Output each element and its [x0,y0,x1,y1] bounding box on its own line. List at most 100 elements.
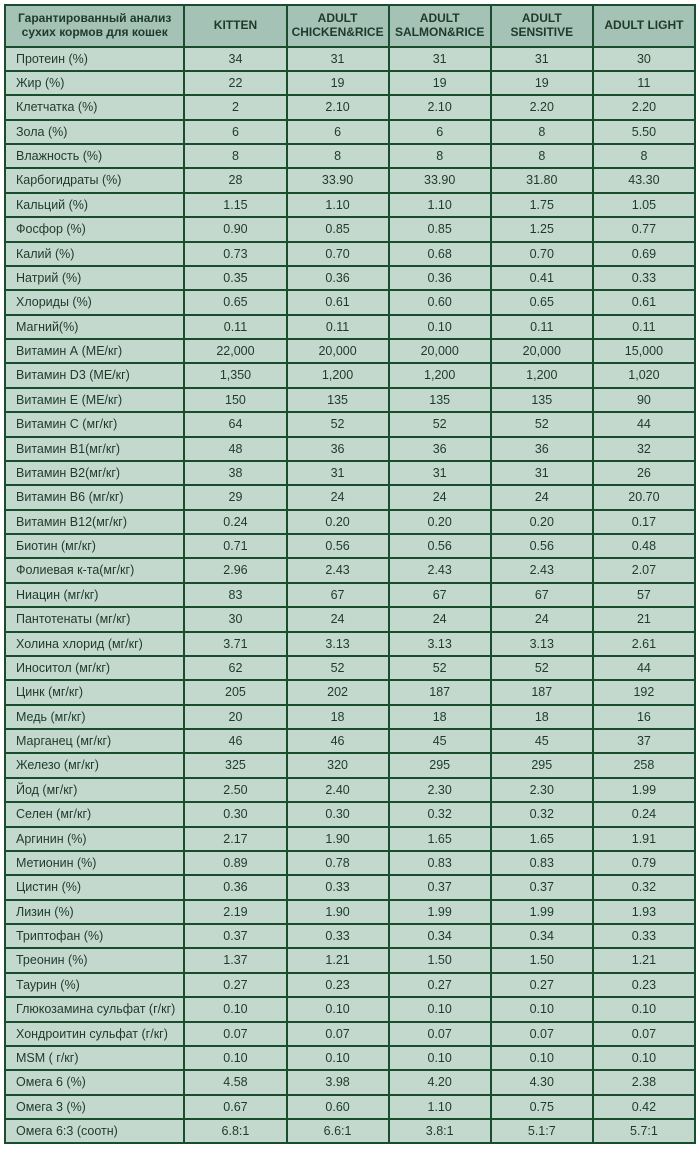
cell-value: 0.11 [287,315,389,339]
cell-value: 135 [287,388,389,412]
row-label: Витамин В6 (мг/кг) [5,485,184,509]
cell-value: 0.10 [184,997,286,1021]
cell-value: 90 [593,388,695,412]
cell-value: 2.43 [287,558,389,582]
cell-value: 31 [287,461,389,485]
cell-value: 24 [389,607,491,631]
cell-value: 52 [287,656,389,680]
cell-value: 295 [389,753,491,777]
cell-value: 1.10 [389,193,491,217]
cell-value: 0.37 [389,875,491,899]
cell-value: 38 [184,461,286,485]
row-label: Клетчатка (%) [5,95,184,119]
row-label: Витамин С (мг/кг) [5,412,184,436]
cell-value: 26 [593,461,695,485]
row-label: Витамин А (МЕ/кг) [5,339,184,363]
cell-value: 0.60 [389,290,491,314]
table-header: Гарантированный анализ сухих кормов для … [5,5,695,47]
cell-value: 0.32 [593,875,695,899]
cell-value: 52 [389,656,491,680]
cell-value: 45 [389,729,491,753]
cell-value: 36 [389,437,491,461]
cell-value: 18 [491,705,593,729]
cell-value: 0.42 [593,1095,695,1119]
table-row: Витамин D3 (МЕ/кг)1,3501,2001,2001,2001,… [5,363,695,387]
cell-value: 0.36 [287,266,389,290]
cell-value: 0.68 [389,242,491,266]
table-row: МSМ ( г/кг)0.100.100.100.100.10 [5,1046,695,1070]
table-row: Хлориды (%)0.650.610.600.650.61 [5,290,695,314]
cell-value: 52 [287,412,389,436]
cell-value: 1,350 [184,363,286,387]
cell-value: 20.70 [593,485,695,509]
table-row: Железо (мг/кг)325320295295258 [5,753,695,777]
cell-value: 0.07 [287,1022,389,1046]
cell-value: 1.75 [491,193,593,217]
cell-value: 0.10 [287,997,389,1021]
row-label: Протеин (%) [5,47,184,71]
cell-value: 0.85 [389,217,491,241]
cell-value: 20,000 [491,339,593,363]
cell-value: 1.25 [491,217,593,241]
cell-value: 24 [491,607,593,631]
row-label: Витамин В12(мг/кг) [5,510,184,534]
cell-value: 31 [389,461,491,485]
cell-value: 192 [593,680,695,704]
cell-value: 46 [184,729,286,753]
cell-value: 3.13 [389,632,491,656]
cell-value: 2 [184,95,286,119]
cell-value: 34 [184,47,286,71]
cell-value: 1.15 [184,193,286,217]
cell-value: 0.30 [184,802,286,826]
table-row: Витамин В1(мг/кг)4836363632 [5,437,695,461]
cell-value: 67 [491,583,593,607]
cell-value: 2.40 [287,778,389,802]
cell-value: 2.10 [287,95,389,119]
cell-value: 0.65 [491,290,593,314]
cell-value: 1.99 [389,900,491,924]
cell-value: 31 [389,47,491,71]
cell-value: 44 [593,412,695,436]
cell-value: 3.71 [184,632,286,656]
table-row: Медь (мг/кг)2018181816 [5,705,695,729]
cell-value: 31 [491,47,593,71]
cell-value: 46 [287,729,389,753]
row-label: Омега 3 (%) [5,1095,184,1119]
cell-value: 2.43 [491,558,593,582]
table-row: Биотин (мг/кг)0.710.560.560.560.48 [5,534,695,558]
cell-value: 0.23 [593,973,695,997]
table-row: Витамин С (мг/кг)6452525244 [5,412,695,436]
cell-value: 0.61 [287,290,389,314]
row-label: Хондроитин сульфат (г/кг) [5,1022,184,1046]
cell-value: 45 [491,729,593,753]
cell-value: 0.24 [593,802,695,826]
cell-value: 0.79 [593,851,695,875]
cell-value: 0.20 [491,510,593,534]
cell-value: 0.24 [184,510,286,534]
cell-value: 1.37 [184,948,286,972]
cell-value: 2.61 [593,632,695,656]
table-body: Протеин (%)3431313130Жир (%)2219191911Кл… [5,47,695,1144]
cell-value: 0.33 [593,266,695,290]
cell-value: 5.50 [593,120,695,144]
cell-value: 0.10 [593,1046,695,1070]
cell-value: 0.56 [491,534,593,558]
cell-value: 24 [287,485,389,509]
cell-value: 2.50 [184,778,286,802]
cell-value: 0.61 [593,290,695,314]
cell-value: 33.90 [389,168,491,192]
row-label: Зола (%) [5,120,184,144]
cell-value: 43.30 [593,168,695,192]
cell-value: 0.30 [287,802,389,826]
cell-value: 0.37 [184,924,286,948]
cell-value: 1,200 [287,363,389,387]
cell-value: 20,000 [389,339,491,363]
table-row: Фолиевая к-та(мг/кг)2.962.432.432.432.07 [5,558,695,582]
cell-value: 20,000 [287,339,389,363]
cat-food-analysis-table: Гарантированный анализ сухих кормов для … [4,4,696,1144]
row-label: Медь (мг/кг) [5,705,184,729]
cell-value: 0.33 [287,924,389,948]
cell-value: 0.27 [491,973,593,997]
table-row: Треонин (%)1.371.211.501.501.21 [5,948,695,972]
cell-value: 8 [389,144,491,168]
